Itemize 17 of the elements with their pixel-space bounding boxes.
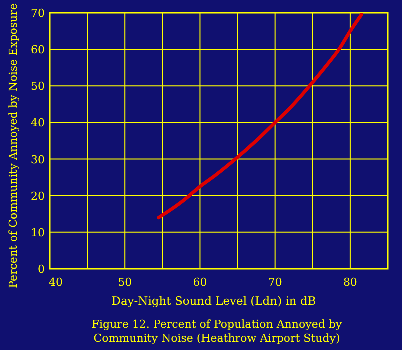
y-tick-label: 30 [31,153,45,166]
caption: Figure 12. Percent of Population Annoyed by Community Noise (Heathrow Airport Study) [92,318,343,345]
y-tick-label: 0 [38,263,45,276]
y-tick-label: 70 [31,7,45,20]
y-axis-title: Percent of Community Annoyed by Noise Exposure [7,4,20,288]
line-series [157,13,364,220]
x-tick-label: 70 [268,276,282,289]
x-tick-label: 40 [49,276,63,289]
y-tick-label: 50 [31,80,45,94]
x-tick-label: 80 [343,276,358,289]
y-tick-label: 40 [31,116,45,130]
y-tick-label: 60 [31,44,45,57]
x-tick-label: 50 [118,276,132,289]
x-tick-label: 60 [193,276,208,289]
x-axis-title: Day-Night Sound Level (Ldn) in dB [112,294,316,308]
y-tick-label: 20 [31,190,45,203]
y-tick-label: 10 [31,226,45,240]
